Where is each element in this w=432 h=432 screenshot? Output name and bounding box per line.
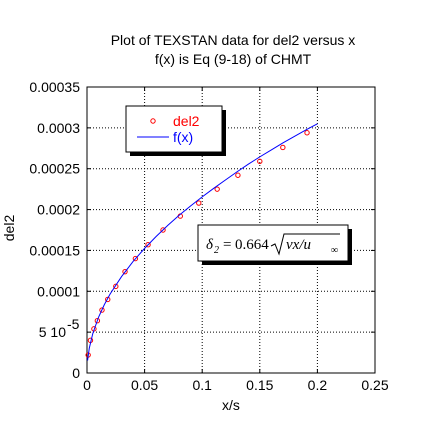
plot-layer <box>85 123 318 361</box>
equation-radicand: νx/u <box>286 237 311 253</box>
del2-data-point <box>304 130 310 136</box>
equation-radicand-subscript: ∞ <box>331 245 338 256</box>
chart-subtitle: f(x) is Eq (9-18) of CHMT <box>155 51 312 67</box>
legend-label-del2: del2 <box>173 113 200 129</box>
y-tick-label: 0.00015 <box>29 242 80 258</box>
x-axis-ticks: 0 0.05 0.1 0.15 0.2 0.25 <box>83 87 389 393</box>
del2-data-point <box>145 242 151 248</box>
y-axis-label: del2 <box>1 215 17 242</box>
del2-data-point <box>122 268 128 275</box>
del2-data-point <box>257 158 263 165</box>
legend: del2 f(x) <box>125 105 226 156</box>
fx-curve-line <box>87 123 318 361</box>
del2-data-point <box>132 255 139 262</box>
equation-annotation: δ 2 = 0.664 νx/u ∞ <box>197 224 352 265</box>
equation-radical-sign <box>270 233 340 256</box>
equation-box <box>197 224 349 262</box>
x-tick-label: 0.1 <box>192 377 212 393</box>
legend-marker-del2 <box>150 118 156 124</box>
x-tick-label: 0.25 <box>361 377 388 393</box>
legend-box <box>125 105 223 153</box>
del2-data-point <box>160 227 166 233</box>
x-tick-label: 0.2 <box>308 377 328 393</box>
del2-data-point <box>99 307 105 313</box>
y-tick-label: 0.00035 <box>29 79 80 95</box>
del2-data-point <box>280 144 286 151</box>
y-tick-exponent: -5 <box>67 316 80 332</box>
y-tick-label: 0.0002 <box>37 202 80 218</box>
equation-lhs-subscript: 2 <box>214 245 219 256</box>
chart-title: Plot of TEXSTAN data for del2 versus x <box>111 32 356 48</box>
x-tick-label: 0 <box>83 377 91 393</box>
equation-coefficient: 0.664 <box>235 237 269 253</box>
y-axis-ticks: 0 5 10 -5 0.0001 0.00015 0.0002 0.00025 0.0003 0… <box>29 79 375 381</box>
del2-data-point <box>105 296 111 303</box>
y-tick-label: 0.00025 <box>29 161 80 177</box>
legend-label-fx: f(x) <box>173 129 193 145</box>
plot-area-frame <box>86 86 376 374</box>
del2-data-point <box>113 283 119 290</box>
x-axis-label: x/s <box>222 397 240 413</box>
y-tick-label: 5 10 <box>39 324 66 340</box>
y-tick-label: 0.0001 <box>37 283 80 299</box>
equation-equals: = <box>223 237 231 253</box>
y-tick-label: 0 <box>72 365 80 381</box>
x-tick-label: 0.15 <box>246 377 273 393</box>
y-tick-label: 0.0003 <box>37 120 80 136</box>
equation-lhs: δ <box>206 237 214 253</box>
del2-data-point <box>235 172 241 178</box>
del2-data-point <box>196 200 202 206</box>
del2-data-point <box>214 186 220 192</box>
del2-data-point <box>94 318 101 324</box>
x-tick-label: 0.05 <box>131 377 158 393</box>
